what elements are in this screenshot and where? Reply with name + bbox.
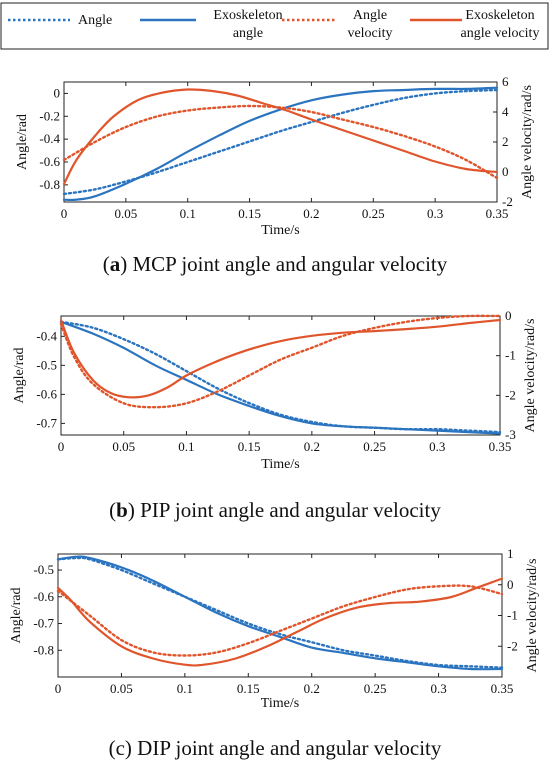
panel-mcp: 0 0.05 0.1 0.15 0.2 0.25 0.3 0.35 -0.8 -0.6 -0.4 -0… bbox=[0, 64, 550, 264]
series-line-exoskeleton-angle-velocity bbox=[59, 318, 502, 399]
panel-pip: 0 0.05 0.1 0.15 0.2 0.25 0.3 0.35 -0.7 -0.6 -0.5 -0… bbox=[0, 302, 550, 502]
y-tick-label-left: -0.4 bbox=[39, 131, 60, 146]
caption-letter: a bbox=[109, 252, 121, 276]
legend-label-0: Angle bbox=[78, 13, 112, 28]
x-tick-label: 0.3 bbox=[429, 439, 445, 454]
legend: Angle Exoskeleton angle Angle velocity Exoske… bbox=[0, 2, 549, 50]
x-tick-label: 0 bbox=[61, 206, 68, 221]
series-line-exoskeleton-angle bbox=[56, 555, 504, 671]
x-tick-label: 0.05 bbox=[112, 439, 135, 454]
y-axis-label-left: Angle/rad bbox=[15, 114, 30, 170]
y-tick-label-left: -0.7 bbox=[36, 415, 57, 430]
y-tick-label-left: -0.4 bbox=[36, 328, 57, 343]
series-line-angle-velocity bbox=[59, 314, 502, 409]
x-tick-label: 0.1 bbox=[177, 681, 193, 696]
x-tick-label: 0.1 bbox=[178, 439, 194, 454]
x-axis-label: Time/s bbox=[261, 457, 299, 472]
y-tick-label-right: -2 bbox=[505, 387, 516, 402]
chart-pip: 0 0.05 0.1 0.15 0.2 0.25 0.3 0.35 -0.7 -0.6 -0.5 -0… bbox=[12, 308, 538, 472]
caption-text: DIP joint angle and angular velocity bbox=[137, 736, 442, 760]
y-tick-label-left: -0.8 bbox=[33, 642, 54, 657]
x-tick-label: 0.15 bbox=[238, 206, 261, 221]
caption-letter: b bbox=[116, 498, 128, 522]
y-tick-label-right: 0 bbox=[507, 577, 514, 592]
chart-mcp: 0 0.05 0.1 0.15 0.2 0.25 0.3 0.35 -0.8 -0.6 -0.4 -0… bbox=[15, 74, 535, 238]
series-line-angle-velocity bbox=[62, 104, 499, 180]
y-tick-label-right: -1 bbox=[505, 348, 516, 363]
y-tick-label-left: -0.6 bbox=[36, 386, 57, 401]
x-tick-label: 0.35 bbox=[489, 439, 512, 454]
x-tick-label: 0.35 bbox=[491, 681, 514, 696]
y-tick-label-left: -0.5 bbox=[33, 562, 54, 577]
legend-label-1: angle bbox=[233, 26, 263, 41]
caption-letter: c bbox=[115, 736, 125, 760]
x-tick-label: 0.05 bbox=[110, 681, 133, 696]
y-tick-label-right: 6 bbox=[502, 74, 509, 89]
y-tick-label-left: -0.7 bbox=[33, 616, 54, 631]
y-tick-label-left: -0.5 bbox=[36, 357, 57, 372]
x-tick-label: 0.05 bbox=[114, 206, 137, 221]
x-tick-label: 0.25 bbox=[364, 681, 387, 696]
x-tick-label: 0 bbox=[58, 439, 65, 454]
caption-mcp: (a) MCP joint angle and angular velocity bbox=[102, 252, 448, 276]
x-tick-label: 0.3 bbox=[430, 681, 446, 696]
series-line-exoskeleton-angle-velocity bbox=[62, 88, 499, 186]
plot-frame bbox=[57, 553, 503, 678]
legend-label-3: angle velocity bbox=[461, 26, 540, 41]
series-line-exoskeleton-angle-velocity bbox=[56, 577, 504, 667]
x-tick-label: 0.3 bbox=[427, 206, 443, 221]
plot-frame bbox=[63, 81, 498, 203]
y-tick-label-right: 0 bbox=[502, 164, 509, 179]
x-axis-label: Time/s bbox=[261, 223, 299, 238]
chart-dip: 0 0.05 0.1 0.15 0.2 0.25 0.3 0.35 -0.8 -0.7 -0.6 -0… bbox=[9, 546, 540, 711]
x-tick-label: 0.2 bbox=[304, 681, 320, 696]
x-tick-label: 0.15 bbox=[237, 681, 260, 696]
x-tick-label: 0.25 bbox=[362, 206, 385, 221]
plot-frame bbox=[60, 315, 501, 436]
x-tick-label: 0.1 bbox=[180, 206, 196, 221]
series-line-angle bbox=[59, 320, 502, 434]
series-line-exoskeleton-angle bbox=[62, 86, 499, 202]
legend-label-2: Angle bbox=[353, 8, 387, 23]
panel-dip: 0 0.05 0.1 0.15 0.2 0.25 0.3 0.35 -0.8 -0.7 -0.6 -0… bbox=[0, 540, 550, 730]
y-tick-label-right: -1 bbox=[507, 608, 518, 623]
y-tick-label-left: 0 bbox=[54, 85, 61, 100]
caption-pip: (b) PIP joint angle and angular velocity bbox=[109, 498, 441, 522]
series-line-exoskeleton-angle bbox=[59, 320, 502, 435]
y-tick-label-right: -2 bbox=[507, 638, 518, 653]
caption-dip: (c) DIP joint angle and angular velocity bbox=[108, 736, 442, 760]
y-tick-label-left: -0.2 bbox=[39, 108, 60, 123]
y-tick-label-left: -0.6 bbox=[33, 589, 54, 604]
y-axis-label-left: Angle/rad bbox=[9, 588, 24, 644]
x-tick-label: 0.25 bbox=[363, 439, 386, 454]
series-line-angle bbox=[56, 556, 504, 669]
y-tick-label-right: 0 bbox=[505, 308, 512, 323]
y-tick-label-right: -3 bbox=[505, 427, 516, 442]
y-tick-label-right: -2 bbox=[502, 194, 513, 209]
x-tick-label: 0 bbox=[55, 681, 62, 696]
legend-label-3: Exoskeleton bbox=[465, 8, 534, 23]
x-tick-label: 0.2 bbox=[303, 206, 319, 221]
legend-label-1: Exoskeleton bbox=[213, 8, 282, 23]
legend-label-2: velocity bbox=[347, 26, 392, 41]
x-tick-label: 0.2 bbox=[304, 439, 320, 454]
series-line-angle-velocity bbox=[56, 584, 504, 657]
x-axis-label: Time/s bbox=[261, 696, 299, 711]
y-tick-label-right: 4 bbox=[502, 104, 509, 119]
caption-text: MCP joint angle and angular velocity bbox=[132, 252, 448, 276]
x-tick-label: 0.15 bbox=[238, 439, 261, 454]
y-axis-label-right: Angle velocity/rad/s bbox=[520, 85, 535, 199]
y-tick-label-right: 1 bbox=[507, 546, 514, 561]
y-tick-label-left: -0.6 bbox=[39, 154, 60, 169]
y-axis-label-right: Angle velocity/rad/s bbox=[523, 319, 538, 433]
y-axis-label-left: Angle/rad bbox=[12, 348, 27, 404]
x-tick-label: 0.35 bbox=[486, 206, 509, 221]
y-tick-label-right: 2 bbox=[502, 134, 509, 149]
y-axis-label-right: Angle velocity/rad/s bbox=[525, 559, 540, 673]
legend-frame bbox=[0, 2, 549, 50]
y-tick-label-left: -0.8 bbox=[39, 177, 60, 192]
caption-text: PIP joint angle and angular velocity bbox=[140, 498, 441, 522]
